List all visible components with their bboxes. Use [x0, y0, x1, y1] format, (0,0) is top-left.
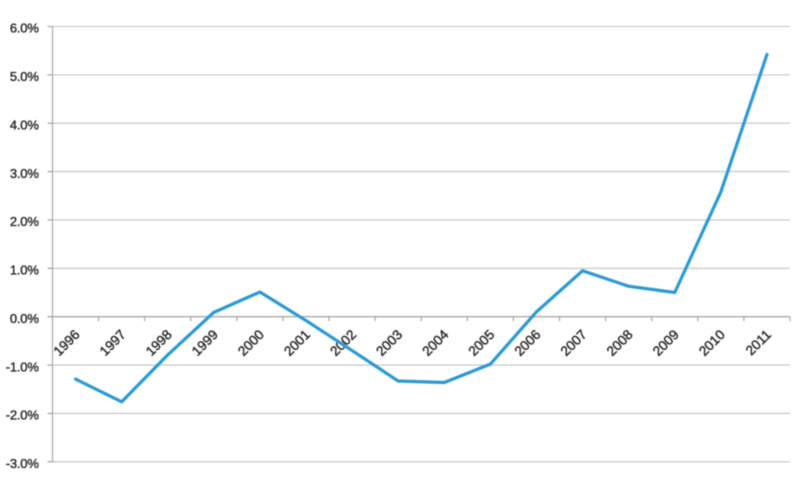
- svg-text:3.0%: 3.0%: [10, 166, 39, 181]
- svg-text:2.0%: 2.0%: [10, 214, 39, 229]
- svg-text:0.0%: 0.0%: [10, 311, 39, 326]
- svg-text:-3.0%: -3.0%: [6, 456, 40, 471]
- svg-text:5.0%: 5.0%: [10, 69, 39, 84]
- svg-text:4.0%: 4.0%: [10, 117, 39, 132]
- svg-text:-2.0%: -2.0%: [6, 408, 40, 423]
- svg-text:6.0%: 6.0%: [10, 21, 39, 36]
- svg-text:-1.0%: -1.0%: [6, 359, 40, 374]
- svg-text:1.0%: 1.0%: [10, 263, 39, 278]
